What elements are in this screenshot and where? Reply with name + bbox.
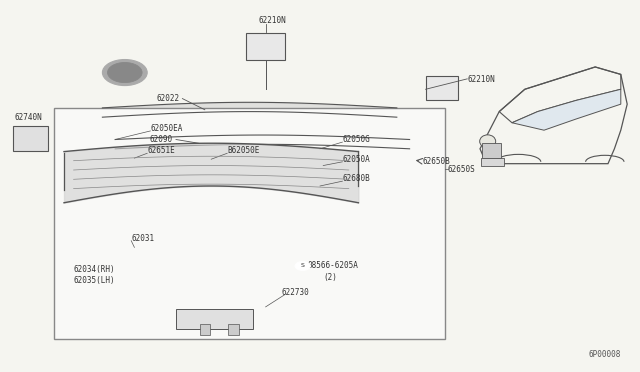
Text: 62050EB: 62050EB (195, 310, 228, 319)
Text: 62035(LH): 62035(LH) (74, 276, 115, 285)
Text: S: S (301, 263, 305, 269)
Polygon shape (512, 89, 621, 130)
Circle shape (108, 62, 142, 83)
Bar (481, 158, 504, 166)
Text: 62050G: 62050G (342, 135, 370, 144)
Text: 622730: 622730 (282, 288, 309, 296)
Text: 62651E: 62651E (147, 146, 175, 155)
Text: B62050E: B62050E (227, 146, 260, 155)
Ellipse shape (480, 135, 496, 148)
Bar (426, 76, 458, 100)
Text: (2): (2) (323, 273, 337, 282)
Text: 62740N: 62740N (14, 113, 42, 122)
Text: 62680B: 62680B (342, 174, 370, 183)
Text: 62050EA: 62050EA (150, 124, 183, 133)
Text: 62034(RH): 62034(RH) (74, 265, 115, 274)
Text: 62650S: 62650S (448, 165, 476, 174)
Circle shape (102, 60, 147, 86)
Bar (200, 324, 210, 335)
Text: 62090: 62090 (150, 135, 173, 144)
Text: 62210N: 62210N (467, 76, 495, 84)
Text: 6P00008: 6P00008 (588, 350, 621, 359)
Bar (482, 143, 501, 158)
Bar (13, 126, 48, 151)
Circle shape (295, 262, 310, 270)
Text: 62210N: 62210N (258, 16, 286, 25)
Text: 62031: 62031 (131, 234, 154, 243)
Bar (228, 324, 239, 335)
Bar (246, 33, 285, 60)
Bar (54, 108, 445, 339)
Text: 62050A: 62050A (342, 155, 370, 164)
Text: 08566-6205A: 08566-6205A (307, 262, 358, 270)
Text: 62650B: 62650B (422, 157, 450, 166)
Text: 62022: 62022 (156, 94, 179, 103)
Bar (176, 309, 253, 329)
